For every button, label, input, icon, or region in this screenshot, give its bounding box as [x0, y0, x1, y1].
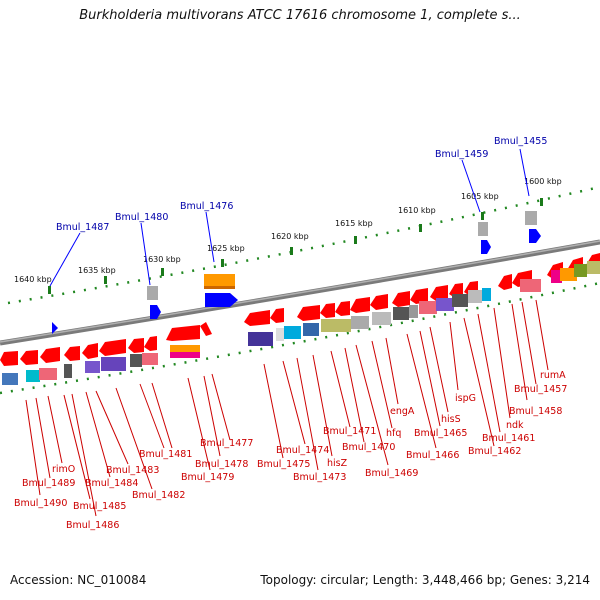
gene-label: hfq: [386, 428, 401, 439]
gene-label: Bmul_1469: [365, 468, 418, 479]
scale-labels: 1640 kbp 1635 kbp 1630 kbp 1625 kbp 1620…: [14, 177, 562, 284]
scale-label: 1625 kbp: [207, 244, 245, 253]
blue-strand-arrow: [52, 322, 58, 334]
gene-label: Bmul_1474: [276, 445, 329, 456]
gene-label: Bmul_1489: [22, 478, 75, 489]
gene-box-orange: [204, 274, 235, 288]
top-gene-labels: Bmul_1487 Bmul_1480 Bmul_1476 Bmul_1459 …: [56, 136, 547, 233]
upper-ruler: [7, 185, 600, 305]
gene-label: Bmul_1465: [414, 428, 467, 439]
gene-label: hisZ: [327, 458, 348, 469]
scale-ticks: [48, 198, 543, 294]
top-leader-lines: [49, 148, 530, 287]
gene-label: Bmul_1476: [180, 201, 233, 212]
gene-label: Bmul_1459: [435, 149, 488, 160]
gene-label: Bmul_1470: [342, 442, 395, 453]
scale-label: 1630 kbp: [143, 255, 181, 264]
gene-label: Bmul_1478: [195, 459, 248, 470]
scale-label: 1640 kbp: [14, 275, 52, 284]
gene-label: Bmul_1483: [106, 465, 159, 476]
gene-label: Bmul_1457: [514, 384, 567, 395]
chromosome-backbone: [0, 239, 600, 346]
scale-label: 1615 kbp: [335, 219, 373, 228]
blue-strand-arrow: [481, 240, 491, 254]
scale-label: 1605 kbp: [461, 192, 499, 201]
gene-label: Bmul_1458: [509, 406, 562, 417]
gene-label: Bmul_1455: [494, 136, 547, 147]
gene-label: Bmul_1471: [323, 426, 376, 437]
gene-label: Bmul_1479: [181, 472, 234, 483]
gene-label: Bmul_1461: [482, 433, 535, 444]
scale-label: 1600 kbp: [524, 177, 562, 186]
gene-label: Bmul_1466: [406, 450, 459, 461]
gene-label: Bmul_1480: [115, 212, 168, 223]
gene-label: rumA: [540, 370, 566, 381]
top-strand-features: [52, 211, 541, 334]
chromosome-backbone-highlight: [0, 240, 600, 343]
gene-label: Bmul_1475: [257, 459, 310, 470]
gene-box: [525, 211, 537, 225]
gene-box: [147, 286, 158, 300]
gene-label: hisS: [441, 414, 461, 425]
gene-label: Bmul_1487: [56, 222, 109, 233]
gene-label: Bmul_1490: [14, 498, 67, 509]
gene-label: Bmul_1485: [73, 501, 126, 512]
blue-strand-arrow: [205, 293, 238, 307]
gene-label: Bmul_1462: [468, 446, 521, 457]
scale-label: 1620 kbp: [271, 232, 309, 241]
topology-label: Topology: circular; Length: 3,448,466 bp…: [260, 573, 590, 587]
blue-strand-arrow: [150, 305, 161, 319]
gene-label: ndk: [506, 420, 524, 431]
gene-label: Bmul_1482: [132, 490, 185, 501]
scale-label: 1610 kbp: [398, 206, 436, 215]
gene-label: engA: [390, 406, 415, 417]
gene-label: Bmul_1473: [293, 472, 346, 483]
bottom-gene-labels: rimO Bmul_1489 Bmul_1490 Bmul_1485 Bmul_…: [14, 370, 567, 531]
annotation-blocks: [2, 261, 600, 385]
gene-label: Bmul_1484: [85, 478, 138, 489]
map-title: Burkholderia multivorans ATCC 17616 chro…: [79, 8, 521, 23]
gene-label: Bmul_1477: [200, 438, 253, 449]
gene-row-left: [0, 336, 157, 366]
gene-label: Bmul_1481: [139, 449, 192, 460]
gene-label: ispG: [455, 393, 476, 404]
gene-label: Bmul_1486: [66, 520, 119, 531]
gene-box-orange-shade: [204, 286, 235, 289]
accession-label: Accession: NC_010084: [10, 573, 147, 587]
gene-box: [478, 222, 488, 236]
blue-strand-arrow: [529, 229, 541, 243]
gene-label: rimO: [52, 464, 75, 475]
scale-label: 1635 kbp: [78, 266, 116, 275]
bottom-leader-lines: [25, 299, 549, 517]
